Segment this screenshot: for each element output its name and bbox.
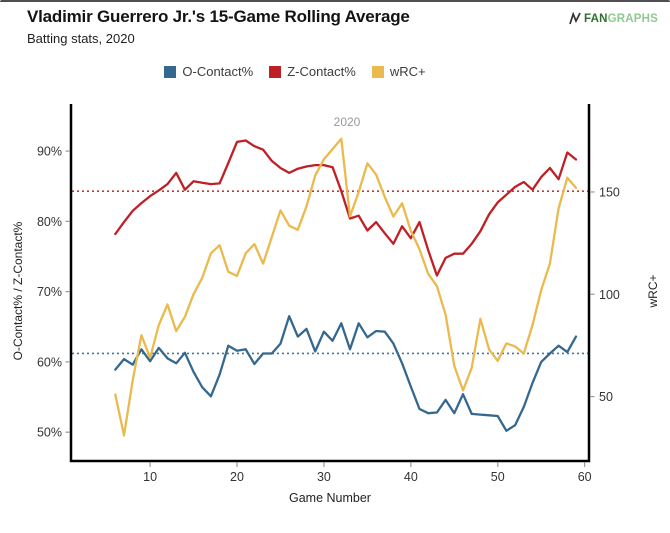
legend-item-o-contact: O-Contact%	[164, 64, 253, 79]
left-axis-tick-label: 80%	[37, 215, 62, 229]
x-axis-tick-label: 20	[230, 470, 244, 484]
legend-swatch-o-contact	[164, 65, 177, 78]
legend-swatch-wrc	[371, 65, 384, 78]
legend-label-z-contact: Z-Contact%	[287, 64, 356, 79]
left-axis-tick-label: 70%	[37, 285, 62, 299]
series-line-wrc	[114, 137, 578, 437]
legend-item-z-contact: Z-Contact%	[269, 64, 356, 79]
x-axis-tick-label: 60	[578, 470, 592, 484]
left-axis-tick-label: 60%	[37, 355, 62, 369]
legend-label-wrc: wRC+	[389, 64, 426, 79]
series-line-z-contact	[114, 139, 578, 277]
logo-text-graphs: GRAPHS	[607, 12, 658, 25]
window-top-edge	[0, 0, 670, 2]
legend-swatch-z-contact	[269, 65, 282, 78]
x-axis-title: Game Number	[289, 491, 371, 505]
fangraphs-logo-icon	[569, 12, 581, 25]
right-axis-tick-label: 150	[599, 185, 620, 199]
logo-text-fan: FAN	[583, 12, 608, 25]
x-axis-tick-label: 50	[491, 470, 505, 484]
left-axis-tick-label: 90%	[37, 145, 62, 159]
legend-item-wrc: wRC+	[371, 64, 426, 79]
chart-legend: O-Contact% Z-Contact% wRC+	[0, 64, 590, 79]
right-axis-tick-label: 50	[599, 390, 613, 404]
right-axis-tick-label: 100	[599, 288, 620, 302]
fangraphs-logo: FAN GRAPHS	[569, 12, 658, 25]
x-axis-tick-label: 10	[143, 470, 157, 484]
legend-label-o-contact: O-Contact%	[182, 64, 254, 79]
header: Vladimir Guerrero Jr.'s 15-Game Rolling …	[27, 7, 410, 46]
page-title: Vladimir Guerrero Jr.'s 15-Game Rolling …	[27, 7, 410, 26]
axes-frame	[69, 104, 591, 463]
left-axis-title: O-Contact% / Z-Contact%	[11, 221, 25, 361]
left-axis-tick-label: 50%	[37, 426, 62, 440]
series-line-o-contact	[114, 315, 578, 432]
right-axis-title: wRC+	[646, 274, 660, 308]
x-axis-tick-label: 30	[317, 470, 331, 484]
x-axis-tick-label: 40	[404, 470, 418, 484]
page-subtitle: Batting stats, 2020	[27, 31, 135, 46]
season-annotation: 2020	[334, 115, 361, 129]
